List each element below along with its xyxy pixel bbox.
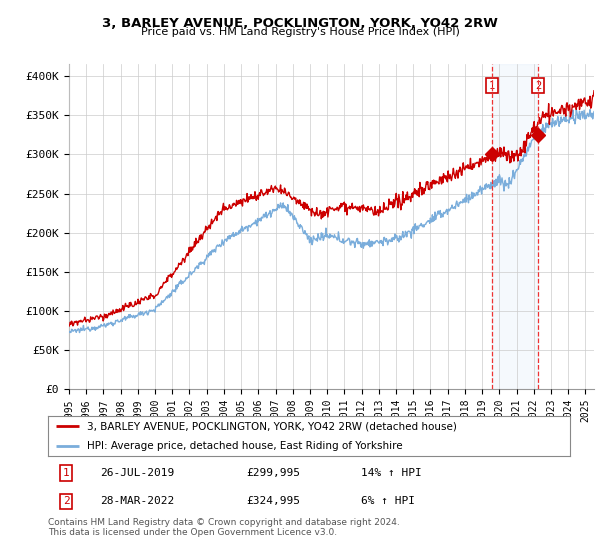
Text: 1: 1 xyxy=(489,81,495,91)
Text: 26-JUL-2019: 26-JUL-2019 xyxy=(100,468,175,478)
Text: 28-MAR-2022: 28-MAR-2022 xyxy=(100,496,175,506)
Text: £324,995: £324,995 xyxy=(247,496,301,506)
Text: 6% ↑ HPI: 6% ↑ HPI xyxy=(361,496,415,506)
Text: 3, BARLEY AVENUE, POCKLINGTON, YORK, YO42 2RW: 3, BARLEY AVENUE, POCKLINGTON, YORK, YO4… xyxy=(102,17,498,30)
Bar xyxy=(492,64,538,389)
Text: £299,995: £299,995 xyxy=(247,468,301,478)
Text: 2: 2 xyxy=(63,496,70,506)
Text: 14% ↑ HPI: 14% ↑ HPI xyxy=(361,468,422,478)
Text: 1: 1 xyxy=(63,468,70,478)
Text: 3, BARLEY AVENUE, POCKLINGTON, YORK, YO42 2RW (detached house): 3, BARLEY AVENUE, POCKLINGTON, YORK, YO4… xyxy=(87,421,457,431)
Text: 2: 2 xyxy=(535,81,541,91)
Text: Contains HM Land Registry data © Crown copyright and database right 2024.
This d: Contains HM Land Registry data © Crown c… xyxy=(48,518,400,538)
Text: Price paid vs. HM Land Registry's House Price Index (HPI): Price paid vs. HM Land Registry's House … xyxy=(140,27,460,37)
Text: HPI: Average price, detached house, East Riding of Yorkshire: HPI: Average price, detached house, East… xyxy=(87,441,403,451)
